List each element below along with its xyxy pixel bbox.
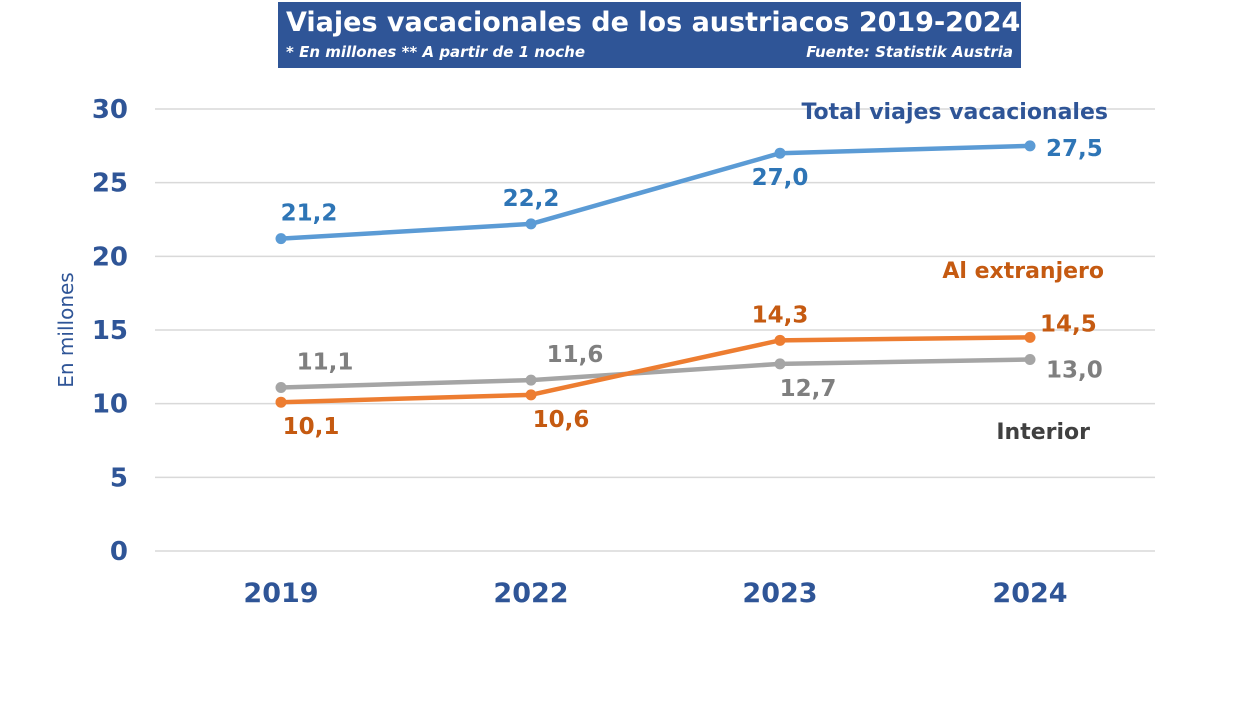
series-name-label: Total viajes vacacionales (801, 100, 1108, 125)
y-tick-label: 10 (92, 390, 128, 420)
data-label: 21,2 (281, 201, 338, 227)
x-tick-label: 2019 (243, 578, 318, 609)
data-point (525, 389, 537, 401)
data-point (275, 381, 287, 393)
data-label: 10,6 (533, 407, 590, 433)
data-point (1024, 140, 1036, 152)
chart-note: * En millones ** A partir de 1 noche (286, 43, 586, 61)
data-label: 14,3 (752, 302, 809, 328)
chart-source: Fuente: Statistik Austria (806, 43, 1013, 61)
data-label: 13,0 (1046, 357, 1103, 383)
data-label: 14,5 (1040, 311, 1097, 337)
x-tick-label: 2024 (992, 578, 1067, 609)
data-point (525, 374, 537, 386)
chart-subtitle-row: * En millones ** A partir de 1 noche Fue… (286, 42, 1013, 62)
chart-title: Viajes vacacionales de los austriacos 20… (286, 7, 1021, 38)
series-name-label: Interior (996, 420, 1090, 445)
chart-title-box: Viajes vacacionales de los austriacos 20… (278, 2, 1021, 68)
data-point (275, 233, 287, 245)
y-tick-label: 15 (92, 316, 128, 346)
x-tick-label: 2023 (742, 578, 817, 609)
data-point (774, 147, 786, 159)
data-label: 11,1 (297, 349, 354, 375)
data-label: 11,6 (547, 342, 604, 368)
data-label: 10,1 (283, 414, 340, 440)
series-line (278, 357, 1033, 390)
data-point (1024, 331, 1036, 343)
series-line (278, 335, 1033, 405)
data-point (525, 218, 537, 230)
y-tick-label: 30 (92, 95, 128, 125)
y-tick-label: 0 (110, 537, 128, 567)
y-tick-label: 5 (110, 463, 128, 493)
data-point (275, 396, 287, 408)
x-tick-label: 2022 (493, 578, 568, 609)
y-axis-title: En millones (54, 272, 78, 387)
data-label: 22,2 (503, 186, 560, 212)
y-tick-label: 20 (92, 242, 128, 272)
series-line (278, 143, 1033, 241)
data-label: 27,5 (1046, 136, 1103, 162)
data-point (774, 358, 786, 370)
data-label: 12,7 (780, 376, 837, 402)
data-point (1024, 353, 1036, 365)
series-name-label: Al extranjero (942, 259, 1104, 284)
y-tick-label: 25 (92, 169, 128, 199)
data-label: 27,0 (752, 165, 809, 191)
data-point (774, 334, 786, 346)
